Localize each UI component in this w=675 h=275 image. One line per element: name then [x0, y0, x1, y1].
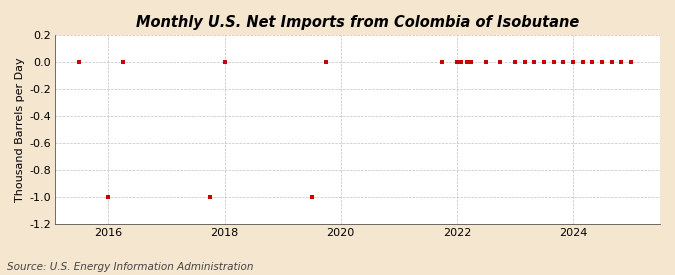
- Y-axis label: Thousand Barrels per Day: Thousand Barrels per Day: [15, 57, 25, 202]
- Text: Source: U.S. Energy Information Administration: Source: U.S. Energy Information Administ…: [7, 262, 253, 272]
- Title: Monthly U.S. Net Imports from Colombia of Isobutane: Monthly U.S. Net Imports from Colombia o…: [136, 15, 579, 30]
